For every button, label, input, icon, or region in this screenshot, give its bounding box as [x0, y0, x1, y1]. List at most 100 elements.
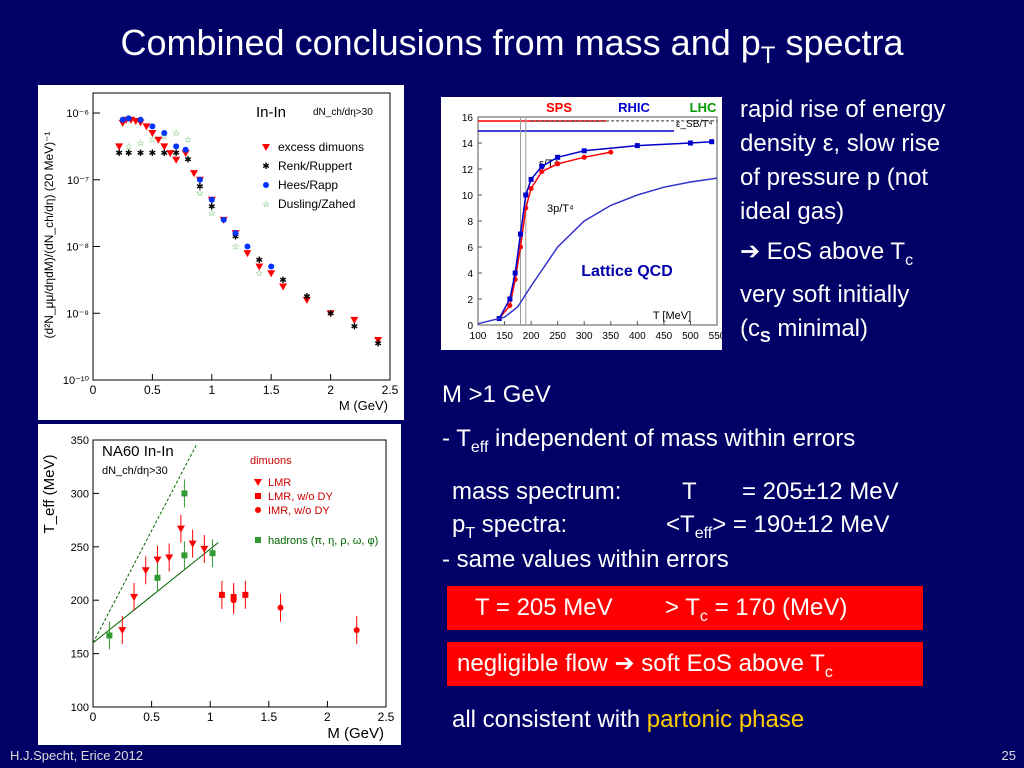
data-point: [148, 130, 157, 138]
y-tick-label: 10: [462, 191, 474, 202]
data-point: [581, 154, 587, 160]
y-tick-label: 150: [71, 649, 89, 661]
data-point: [125, 115, 132, 122]
legend-label: dimuons: [250, 455, 292, 467]
chart-subtitle: dN_ch/dη>30: [102, 465, 168, 477]
conclusion-line: all consistent with partonic phase: [452, 706, 805, 733]
x-tick-label: 450: [656, 331, 673, 342]
eos-line-3: of pressure p (not: [740, 164, 929, 191]
data-point: [142, 123, 151, 131]
data-point: [555, 161, 561, 167]
data-point: [149, 123, 156, 130]
series-line: [477, 177, 718, 325]
data-point: [220, 216, 227, 223]
mass-spectrum-chart: 0 0.5 1 1.5 2 2.5 10⁻¹⁰ 10⁻⁹ 10⁻⁸ 10⁻⁷ 10⁻⁶ M (GeV)…: [42, 92, 399, 413]
data-point: [326, 310, 335, 318]
x-tick-label: 150: [496, 331, 513, 342]
eos-line-1: rapid rise of energy: [740, 96, 946, 123]
chart-subtitle: dN_ch/dη>30: [313, 107, 373, 118]
annotation: ε_SB/T⁴: [676, 119, 713, 130]
legend-marker: [255, 493, 261, 499]
teff-chart: 0 0.5 1 1.5 2 2.5 100 150 200 250 300 350 M (GeV) T_e…: [41, 435, 395, 742]
teff-panel: 0 0.5 1 1.5 2 2.5 100 150 200 250 300 350 M (GeV) T_e…: [38, 424, 401, 745]
x-tick-label: 0.5: [143, 710, 160, 724]
data-point: [528, 186, 534, 191]
data-point: [709, 139, 715, 145]
data-point: [218, 591, 225, 598]
data-point: [244, 243, 251, 250]
x-tick-label: 1.5: [263, 383, 280, 397]
legend-label: hadrons (π, η, ρ, ω, φ): [268, 535, 378, 547]
data-point: ☆: [232, 242, 240, 252]
data-point: ☆: [208, 208, 216, 218]
x-tick-label: 100: [470, 331, 487, 342]
data-point: [279, 283, 288, 291]
legend-label: excess dimuons: [278, 140, 364, 154]
data-point: [523, 192, 529, 198]
legend-marker: ✱: [262, 161, 270, 171]
data-point: ☆: [160, 131, 168, 141]
legend-marker: [262, 144, 270, 151]
data-point: [166, 150, 175, 158]
y-tick-label: 12: [462, 165, 474, 176]
y-axis-label: (d²N_μμ/dηdM)/(dN_ch/dη) (20 MeV)⁻¹: [42, 132, 56, 339]
data-point: ✱: [137, 148, 145, 158]
x-axis-label: T [MeV]: [653, 310, 691, 322]
x-tick-label: 2: [327, 383, 334, 397]
tc-box: T = 205 MeV > Tc = 170 (MeV): [447, 586, 923, 630]
data-point: [608, 149, 614, 155]
eos-line-2: density ε, slow rise: [740, 130, 941, 157]
data-point: [512, 270, 518, 276]
same-values: - same values within errors: [442, 546, 729, 573]
data-point: [268, 263, 275, 270]
data-point: ✱: [172, 148, 180, 158]
data-point: ✱: [351, 322, 359, 332]
data-point: [528, 176, 534, 182]
data-point: [687, 140, 693, 146]
partonic-phase-text: partonic phase: [646, 706, 805, 733]
data-point: [181, 490, 188, 497]
legend-label: LMR, w/o DY: [268, 491, 333, 503]
data-point: [507, 303, 513, 308]
data-point: [232, 230, 239, 237]
x-tick-label: 300: [576, 331, 593, 342]
lattice-qcd-chart: 100 150 200 250 300 350 400 450 500 550 0 2 4 6 8 10 12 1…: [462, 100, 726, 342]
data-point: [154, 574, 161, 581]
y-axis-label: T_eff (MeV): [41, 455, 58, 534]
y-tick-label: 100: [71, 702, 89, 714]
data-point: ☆: [255, 268, 263, 278]
x-tick-label: 2: [324, 710, 331, 724]
y-tick-label: 300: [71, 488, 89, 500]
legend-label: Dusling/Zahed: [278, 197, 355, 211]
x-tick-label: 2.5: [378, 710, 395, 724]
legend-marker: [255, 507, 261, 513]
y-tick-label: 10⁻⁸: [66, 242, 89, 254]
data-point: [507, 296, 513, 302]
data-point: ✱: [303, 292, 311, 302]
pt-spectra-line: pT spectra: <Teff> = 190±12 MeV: [452, 511, 890, 542]
chart-title: NA60 In-In: [102, 443, 174, 460]
data-point: ✱: [125, 148, 133, 158]
lattice-panel: 100 150 200 250 300 350 400 450 500 550 0 2 4 6 8 10 12 1…: [441, 97, 726, 350]
data-point: [634, 143, 640, 149]
data-point: [188, 540, 197, 548]
data-point: [165, 554, 174, 562]
legend-marker: [263, 182, 269, 188]
data-point: ✱: [232, 232, 240, 242]
data-point: [277, 604, 284, 611]
legend-label: Hees/Rapp: [278, 178, 338, 192]
teff-independent: - Teff independent of mass within errors: [442, 425, 856, 456]
data-point: ☆: [184, 135, 192, 145]
x-tick-label: 200: [523, 331, 540, 342]
data-point: [106, 632, 113, 639]
data-point: [353, 627, 360, 634]
data-point: [581, 148, 587, 154]
data-point: [209, 550, 216, 557]
data-point: ✱: [208, 201, 216, 211]
x-tick-label: 1: [208, 383, 215, 397]
data-point: [255, 263, 264, 271]
title-subscript: T: [760, 42, 776, 70]
data-point: [208, 196, 215, 203]
x-tick-label: 350: [602, 331, 619, 342]
plot-frame: [92, 92, 391, 381]
